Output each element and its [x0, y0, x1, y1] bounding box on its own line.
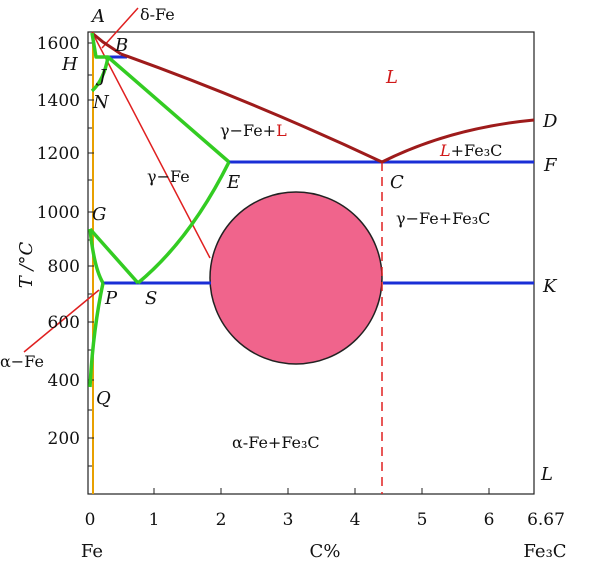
y-axis-title: T /°C: [16, 241, 37, 288]
y-tick-200: 200: [48, 429, 80, 449]
point-a: A: [90, 6, 105, 27]
x-tick-4: 4: [350, 510, 361, 530]
x-tick-1: 1: [149, 510, 160, 530]
delta-fe-pointer: [101, 7, 139, 49]
x-tick-0: 0: [85, 510, 96, 530]
a-to-circle-pointer: [91, 31, 211, 259]
y-tick-1200: 1200: [37, 144, 80, 164]
x-axis-title: C%: [310, 541, 341, 562]
y-tick-1400: 1400: [37, 91, 80, 111]
y-tick-400: 400: [48, 371, 80, 391]
phase-boundaries: [88, 32, 231, 388]
point-k: K: [542, 276, 558, 297]
region-gamma-cementite: γ−Fe+Fe₃C: [396, 209, 490, 228]
point-f: F: [543, 155, 558, 176]
region-liquid-cementite-suffix: +Fe₃C: [451, 141, 503, 160]
y-tick-800: 800: [48, 257, 80, 277]
region-alpha-cementite: α-Fe+Fe₃C: [232, 433, 320, 452]
point-e: E: [226, 172, 240, 193]
liquidus-curve: [91, 31, 535, 164]
point-b: B: [114, 35, 128, 56]
y-tick-1600: 1600: [37, 34, 80, 54]
x-axis-fe-label: Fe: [81, 541, 103, 562]
x-tick-2: 2: [216, 510, 227, 530]
region-liquid-cementite: L+Fe₃C: [439, 141, 502, 160]
region-gamma: γ−Fe: [147, 167, 190, 186]
region-delta-label: δ-Fe: [140, 5, 175, 24]
region-gamma-liquid-suffix: L: [276, 121, 287, 140]
region-gamma-liquid-prefix: γ−Fe+: [220, 121, 276, 140]
x-tick-6: 6: [484, 510, 495, 530]
x-tick-6-67: 6.67: [527, 510, 565, 530]
plot-frame: [87, 31, 535, 495]
region-alpha-label: α−Fe: [0, 352, 44, 371]
point-j: J: [95, 66, 108, 87]
highlight-circle: [209, 191, 383, 365]
x-tick-marks: [153, 488, 490, 494]
alpha-fe-pointer: [23, 289, 100, 353]
point-q: Q: [96, 388, 111, 409]
point-g: G: [92, 204, 106, 225]
point-l: L: [540, 464, 553, 485]
region-gamma-liquid: γ−Fe+L: [220, 121, 287, 140]
point-h: H: [61, 54, 78, 75]
point-p: P: [104, 288, 118, 309]
region-liquid: L: [385, 67, 398, 88]
point-c: C: [390, 172, 404, 193]
point-n: N: [92, 92, 110, 113]
y-tick-600: 600: [48, 313, 80, 333]
region-liquid-cementite-prefix: L: [439, 141, 451, 160]
x-tick-3: 3: [283, 510, 294, 530]
point-s: S: [145, 288, 157, 309]
y-tick-1000: 1000: [37, 203, 80, 223]
x-axis-fe3c-label: Fe₃C: [523, 541, 566, 562]
x-tick-5: 5: [417, 510, 428, 530]
point-d: D: [542, 111, 558, 132]
